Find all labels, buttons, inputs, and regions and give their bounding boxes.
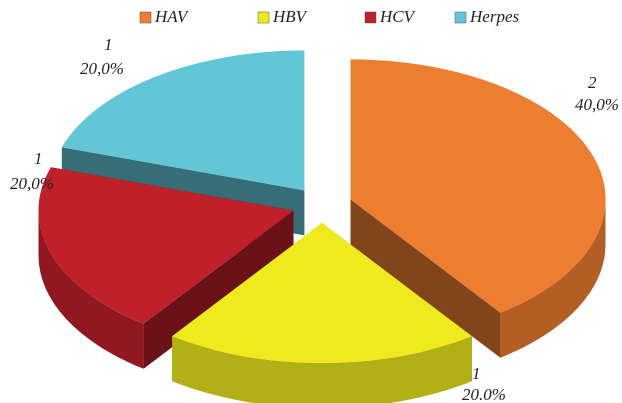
- data-label-percent: 20,0%: [10, 174, 54, 193]
- slice-side: [143, 210, 294, 369]
- slice: [172, 223, 472, 364]
- slice-side: [350, 199, 501, 358]
- data-label-percent: 20.0%: [462, 385, 506, 403]
- data-label-count: 2: [588, 73, 597, 92]
- slice-wall: [38, 210, 144, 369]
- slice: [38, 167, 294, 324]
- slice-wall: [172, 336, 472, 403]
- legend-label: HBV: [272, 7, 309, 26]
- data-label-percent: 40,0%: [575, 95, 619, 114]
- legend-swatch: [139, 11, 152, 24]
- data-label-count: 1: [104, 35, 113, 54]
- slice: [350, 59, 606, 313]
- data-label-count: 1: [34, 149, 43, 168]
- slice: [61, 50, 305, 191]
- legend-swatch: [257, 11, 270, 24]
- legend-label: HCV: [379, 7, 417, 26]
- legend-label: HAV: [154, 7, 190, 26]
- legend-swatch: [364, 11, 377, 24]
- legend-label: Herpes: [469, 7, 519, 26]
- data-label-count: 1: [472, 364, 481, 383]
- slice-wall: [500, 199, 606, 358]
- data-label-percent: 20,0%: [80, 59, 124, 78]
- legend-swatch: [454, 11, 467, 24]
